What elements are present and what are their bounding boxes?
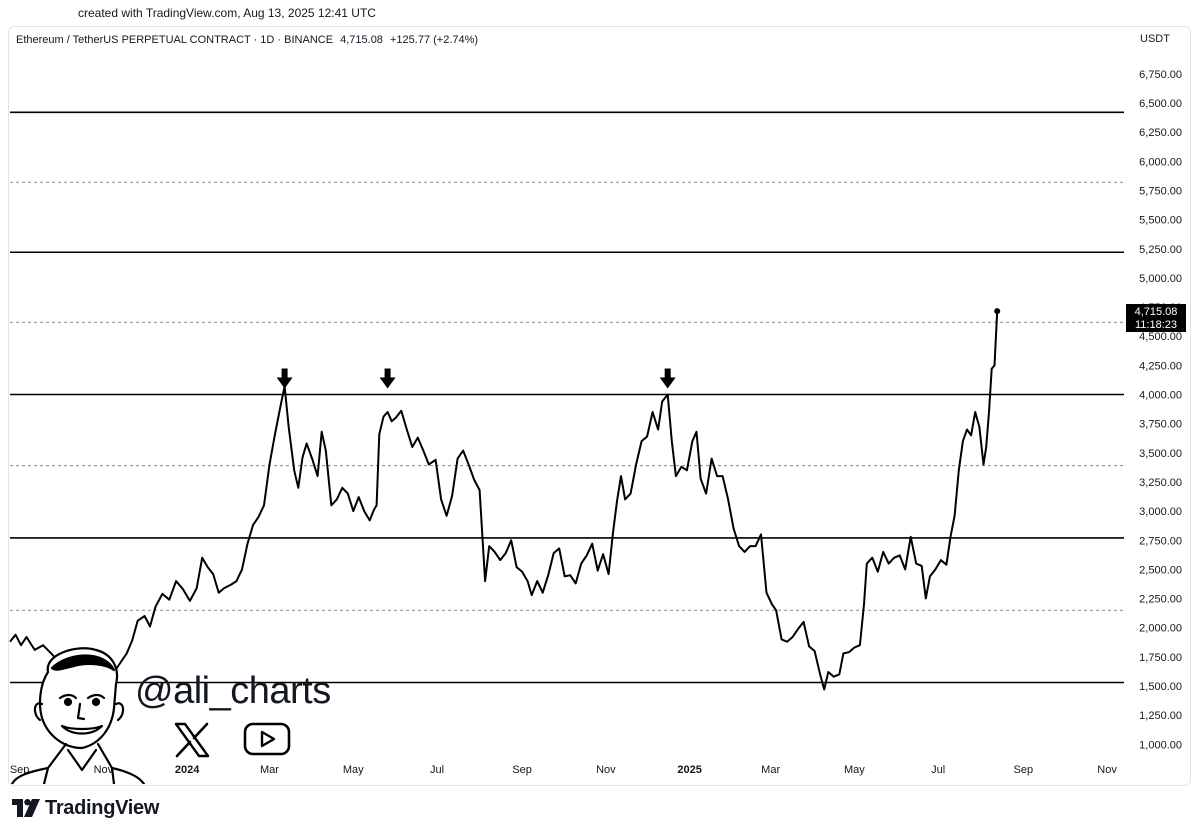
time-tick-label: Sep — [512, 764, 532, 776]
down-arrow-icon — [379, 368, 396, 389]
time-tick-label: May — [844, 764, 865, 776]
time-tick-label: Jul — [931, 764, 945, 776]
price-tick-label: 4,250.00 — [1139, 360, 1182, 372]
time-tick-label: Nov — [596, 764, 616, 776]
last-price-label: 4,715.08 11:18:23 — [1126, 304, 1186, 332]
price-tick-label: 2,000.00 — [1139, 623, 1182, 635]
time-tick-label: Sep — [10, 764, 30, 776]
price-tick-label: 3,750.00 — [1139, 419, 1182, 431]
last-price-value: 4,715.08 — [1135, 306, 1178, 318]
price-tick-label: 5,000.00 — [1139, 273, 1182, 285]
price-tick-label: 4,500.00 — [1139, 331, 1182, 343]
time-tick-label: Jul — [430, 764, 444, 776]
price-tick-label: 1,750.00 — [1139, 652, 1182, 664]
tradingview-name: TradingView — [45, 796, 160, 819]
last-price-countdown: 11:18:23 — [1135, 319, 1177, 331]
time-tick-label: Mar — [761, 764, 780, 776]
watermark-handle: @ali_charts — [135, 670, 331, 712]
person-caricature-icon — [10, 647, 146, 784]
time-tick-label: 2025 — [677, 764, 701, 776]
time-tick-label: May — [343, 764, 364, 776]
currency-button[interactable]: USDT — [1140, 33, 1170, 45]
header-price: 4,715.08 — [340, 34, 383, 46]
price-series-line — [9, 311, 999, 691]
symbol-name[interactable]: Ethereum / TetherUS PERPETUAL CONTRACT ·… — [16, 34, 334, 46]
time-tick-label: Nov — [94, 764, 114, 776]
price-tick-label: 3,000.00 — [1139, 506, 1182, 518]
down-arrow-icon — [276, 368, 293, 389]
price-tick-label: 6,250.00 — [1139, 127, 1182, 139]
price-tick-label: 3,500.00 — [1139, 448, 1182, 460]
youtube-play-icon — [243, 722, 291, 756]
price-tick-label: 2,250.00 — [1139, 594, 1182, 606]
price-axis: 6,750.00 6,500.00 6,250.00 6,000.00 5,750.00… — [1139, 69, 1182, 751]
time-tick-label: 2024 — [175, 764, 200, 776]
price-tick-label: 6,500.00 — [1139, 98, 1182, 110]
price-tick-label: 2,750.00 — [1139, 535, 1182, 547]
down-arrow-icon — [659, 368, 676, 389]
price-tick-label: 1,000.00 — [1139, 739, 1182, 751]
price-tick-label: 4,000.00 — [1139, 390, 1182, 402]
chart-frame — [8, 26, 1191, 786]
tradingview-brand[interactable]: TradingView — [12, 796, 159, 820]
price-tick-label: 1,250.00 — [1139, 710, 1182, 722]
header-change: +125.77 (+2.74%) — [390, 34, 479, 46]
last-price-dot — [994, 308, 1001, 315]
price-tick-label: 6,000.00 — [1139, 156, 1182, 168]
price-tick-label: 2,500.00 — [1139, 564, 1182, 576]
symbol-header: Ethereum / TetherUS PERPETUAL CONTRACT ·… — [16, 34, 482, 46]
time-tick-label: Mar — [260, 764, 279, 776]
price-tick-label: 6,750.00 — [1139, 69, 1182, 81]
horizontal-levels — [10, 111, 1124, 684]
x-logo-icon — [174, 722, 210, 758]
price-tick-label: 5,250.00 — [1139, 244, 1182, 256]
resistance-arrows — [276, 368, 676, 389]
price-tick-label: 1,500.00 — [1139, 681, 1182, 693]
time-tick-label: Sep — [1014, 764, 1034, 776]
price-tick-label: 5,500.00 — [1139, 215, 1182, 227]
created-with-caption: created with TradingView.com, Aug 13, 20… — [78, 6, 376, 20]
price-tick-label: 5,750.00 — [1139, 185, 1182, 197]
time-axis: Sep Nov 2024 Mar May Jul Sep Nov 2025 Mar May Jul Se… — [10, 764, 1118, 776]
tradingview-logo-icon — [12, 799, 40, 817]
time-tick-label: Nov — [1097, 764, 1117, 776]
price-tick-label: 3,250.00 — [1139, 477, 1182, 489]
